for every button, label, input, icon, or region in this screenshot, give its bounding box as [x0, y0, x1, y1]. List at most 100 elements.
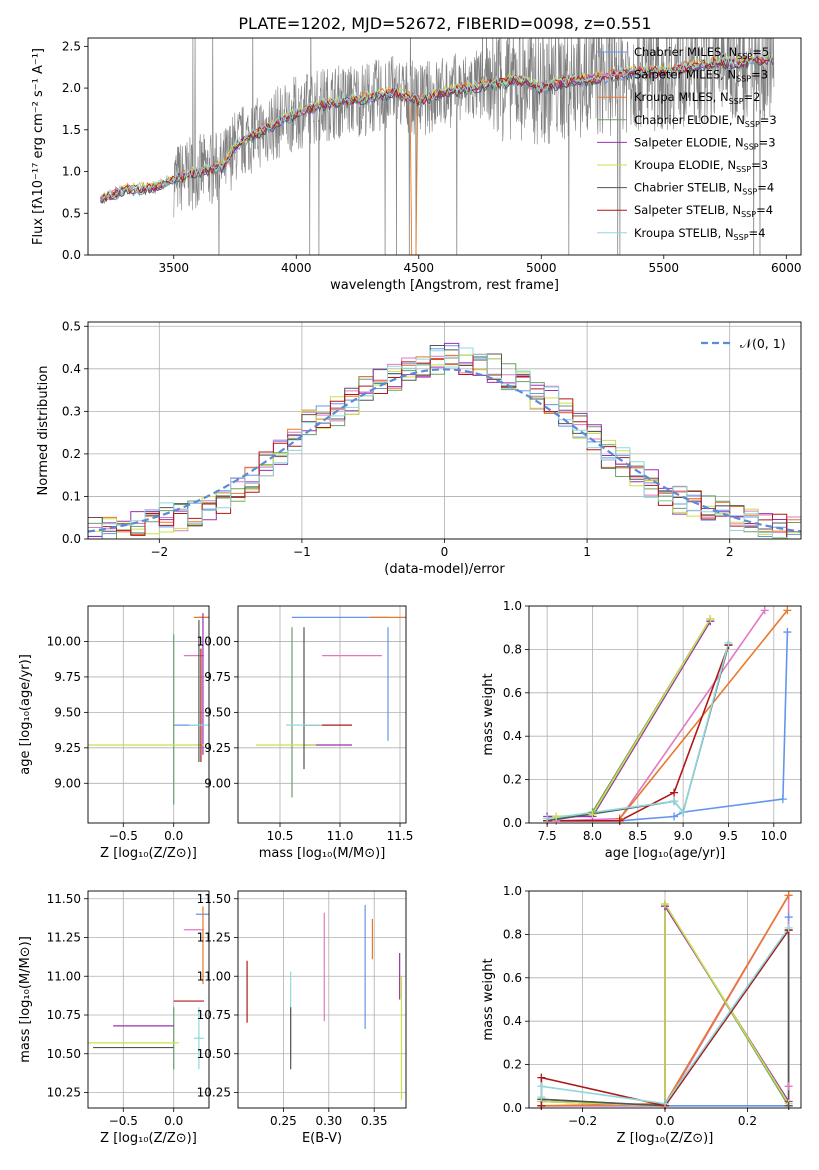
y-axis-label: mass [log₁₀(M/M⊙)] [18, 936, 33, 1063]
spectrum-legend: Chabrier MILES, NSSP=5 Salpeter MILES, NS… [597, 45, 777, 242]
x-axis-label: (data-model)/error [384, 562, 505, 577]
weight-marker-kroupa_elodie [552, 812, 561, 821]
weight-marker-kroupa_elodie [706, 615, 715, 624]
y-tick-label: 9.75 [54, 670, 81, 684]
x-axis-label: wavelength [Angstrom, rest frame] [330, 278, 559, 293]
y-tick-label: 10.50 [47, 1047, 81, 1061]
weight-line-salpeter_miles [556, 609, 766, 822]
y-tick-label: 9.50 [54, 705, 81, 719]
x-tick-label: −2 [150, 545, 168, 559]
x-axis-label: E(B-V) [302, 1131, 342, 1146]
axes-frame-mass_vs_Z [87, 890, 210, 1109]
x-tick-label: 10.5 [267, 829, 294, 843]
plot-area-weight_vs_age [529, 606, 801, 823]
weight-marker-chabrier_miles [784, 913, 793, 922]
legend-entry-salpeter_elodie: Salpeter ELODIE, NSSP=3 [634, 135, 776, 151]
x-axis-label: Z [log₁₀(Z/Z⊙)] [100, 846, 197, 861]
x-tick-label: −1 [293, 545, 311, 559]
histogram-kroupa_stelib [88, 347, 801, 539]
x-axis-label: age [log₁₀(age/yr)] [605, 846, 726, 861]
y-tick-label: 11.00 [47, 969, 81, 983]
weight-marker-kroupa_stelib [537, 1082, 546, 1091]
x-tick-label: −0.2 [568, 1114, 597, 1128]
weight-marker-kroupa_elodie [661, 900, 669, 909]
weight-marker-kroupa_miles [783, 606, 792, 615]
x-tick-label: 9.5 [719, 829, 738, 843]
weight-marker-kroupa_stelib [679, 808, 688, 817]
model-spectrum-chabrier_stelib [100, 55, 774, 204]
x-axis-label: mass [log₁₀(M/M⊙)] [259, 846, 386, 861]
axes-mass_vs_Z: −0.5 0.0 10.25 10.50 10.75 11.00 11.25 11.50 Z [… [18, 890, 210, 1146]
y-tick-label: 0.8 [503, 927, 522, 941]
weight-marker-chabrier_stelib [784, 1101, 793, 1110]
model-spectrum-salpeter_stelib [100, 55, 773, 202]
y-tick-label: 10.75 [197, 1008, 231, 1022]
x-tick-label: 3500 [158, 261, 189, 275]
x-tick-label: 2 [726, 545, 734, 559]
axes-age_vs_Z: −0.5 0.0 9.00 9.25 9.50 9.75 10.00 Z [log₁₀(Z/Z… [18, 605, 210, 861]
x-tick-label: 0 [441, 545, 449, 559]
x-tick-label: 0.25 [270, 1114, 297, 1128]
weight-line-chabrier_miles [547, 631, 789, 822]
y-tick-label: 9.00 [204, 776, 231, 790]
weight-marker-salpeter_miles [760, 606, 769, 615]
y-tick-label: 0.2 [62, 447, 81, 461]
legend-entry-chabrier_miles: Chabrier MILES, NSSP=5 [634, 45, 769, 61]
y-tick-label: 0.1 [62, 489, 81, 503]
x-tick-label: 4500 [403, 261, 434, 275]
weight-marker-kroupa_stelib [537, 1093, 546, 1102]
model-spectrum-kroupa_miles [99, 52, 774, 255]
y-tick-label: 0.0 [503, 816, 522, 830]
y-tick-label: 1.0 [62, 165, 81, 179]
legend-entry-salpeter_stelib: Salpeter STELIB, NSSP=4 [634, 203, 773, 219]
weight-marker-chabrier_miles [670, 812, 679, 821]
y-axis-label: mass weight [481, 958, 496, 1040]
x-tick-label: 0.0 [164, 1114, 183, 1128]
legend-entry-normal: 𝒩(0, 1) [740, 336, 786, 351]
y-tick-label: 10.75 [47, 1008, 81, 1022]
x-tick-label: −0.5 [109, 1114, 138, 1128]
weight-marker-kroupa_stelib [724, 638, 733, 647]
x-tick-label: 5500 [649, 261, 680, 275]
y-tick-label: 0.3 [62, 404, 81, 418]
weight-marker-kroupa_stelib [670, 797, 679, 806]
y-tick-label: 0.2 [503, 773, 522, 787]
legend-entry-kroupa_elodie: Kroupa ELODIE, NSSP=3 [634, 158, 768, 174]
y-tick-label: 1.5 [62, 123, 81, 137]
weight-marker-salpeter_stelib [537, 1101, 546, 1110]
y-axis-label: Flux [fλ10⁻¹⁷ erg cm⁻² s⁻¹ A⁻¹] [31, 48, 46, 245]
weight-marker-kroupa_miles [784, 891, 793, 900]
y-tick-label: 0.4 [62, 362, 81, 376]
axes-frame-mass_vs_ebv [237, 890, 407, 1109]
weight-line-kroupa_stelib [546, 642, 730, 820]
y-tick-label: 0.0 [503, 1101, 522, 1115]
weight-line-kroupa_elodie [556, 618, 711, 818]
x-tick-label: 10.0 [760, 829, 787, 843]
y-tick-label: 11.00 [197, 969, 231, 983]
legend-entry-chabrier_elodie: Chabrier ELODIE, NSSP=3 [634, 113, 777, 129]
y-tick-label: 0.0 [62, 532, 81, 546]
plot-area-mass_vs_ebv [238, 891, 406, 1108]
weight-marker-chabrier_miles [783, 628, 792, 637]
legend-entry-salpeter_miles: Salpeter MILES, NSSP=3 [634, 68, 768, 84]
x-tick-label: 11.0 [327, 829, 354, 843]
y-tick-label: 11.25 [47, 931, 81, 945]
y-tick-label: 10.00 [197, 634, 231, 648]
legend-entry-chabrier_stelib: Chabrier STELIB, NSSP=4 [634, 181, 774, 197]
y-tick-label: 9.75 [204, 670, 231, 684]
legend-entry-kroupa_miles: Kroupa MILES, NSSP=2 [634, 90, 761, 106]
axes-frame-age_vs_Z [87, 605, 210, 824]
x-tick-label: 0.35 [361, 1114, 388, 1128]
y-tick-label: 10.00 [47, 634, 81, 648]
x-tick-label: 8.5 [628, 829, 647, 843]
y-tick-label: 0.4 [503, 1014, 522, 1028]
weight-marker-salpeter_stelib [615, 816, 624, 825]
x-tick-label: −0.5 [109, 829, 138, 843]
figure-title: PLATE=1202, MJD=52672, FIBERID=0098, z=0… [238, 14, 651, 33]
weight-line-kroupa_elodie [541, 901, 790, 1107]
axes-weight_vs_Z: −0.2 0.0 0.2 0.0 0.2 0.4 0.6 0.8 1.0 Z [log₁₀(Z/Z… [481, 884, 802, 1146]
x-axis-label: Z [log₁₀(Z/Z⊙)] [617, 1131, 714, 1146]
axes-frame-spectrum [87, 37, 802, 256]
observed-spectrum [173, 38, 775, 255]
y-tick-label: 10.25 [197, 1086, 231, 1100]
